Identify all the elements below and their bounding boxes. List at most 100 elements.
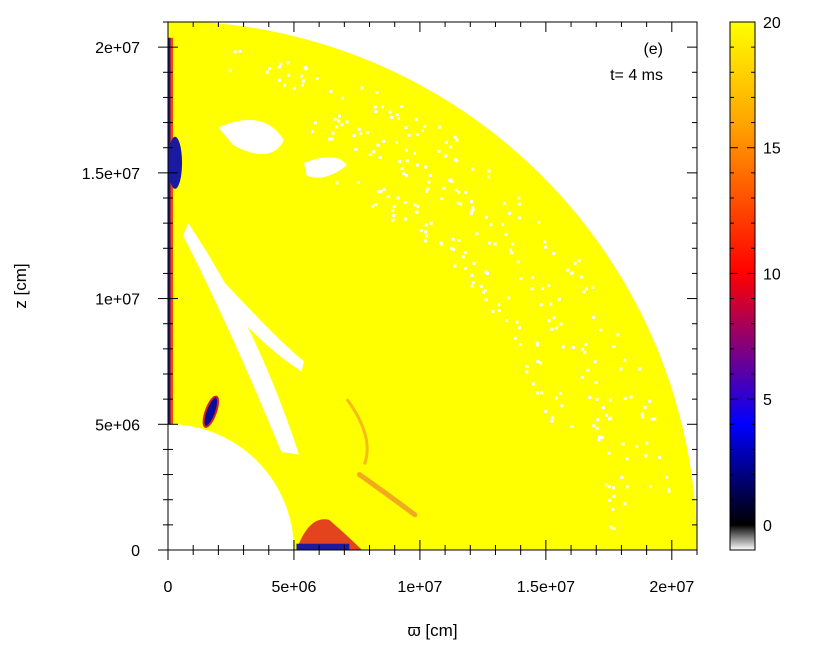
void-speck	[580, 375, 584, 379]
void-speck	[487, 175, 491, 179]
void-speck	[423, 239, 427, 243]
void-speck	[588, 396, 592, 400]
void-speck	[328, 137, 332, 141]
void-speck	[625, 485, 629, 489]
void-speck	[400, 104, 404, 108]
void-patch-upper	[218, 119, 284, 155]
x-tick-label: 1e+07	[397, 579, 442, 596]
void-speck	[404, 126, 408, 130]
void-speck	[653, 417, 657, 421]
void-speck	[337, 119, 341, 123]
void-speck	[453, 135, 457, 139]
void-speck	[532, 382, 536, 386]
colorbar-tick-label: 10	[763, 266, 781, 283]
void-speck	[428, 173, 432, 177]
void-speck	[608, 398, 612, 402]
void-speck	[619, 367, 623, 371]
void-speck	[608, 417, 612, 421]
inner-core	[168, 424, 294, 550]
void-speck	[451, 237, 455, 241]
void-speck	[374, 202, 378, 206]
void-speck	[283, 83, 287, 87]
x-axis-title: ϖ [cm]	[407, 621, 457, 640]
void-speck	[609, 525, 613, 529]
y-tick-label: 1e+07	[95, 292, 140, 309]
void-patch-mid	[304, 157, 347, 178]
void-speck	[519, 277, 523, 281]
void-speck	[544, 245, 548, 249]
void-speck	[371, 204, 375, 208]
void-speck	[485, 272, 489, 276]
void-speck	[421, 129, 425, 133]
void-speck	[518, 202, 522, 206]
void-specks	[228, 49, 671, 531]
void-speck	[392, 204, 396, 208]
void-speck	[412, 151, 416, 155]
void-speck	[552, 252, 556, 256]
orange-streak-upper	[345, 398, 369, 466]
void-speck	[386, 195, 390, 199]
void-speck	[595, 426, 599, 430]
void-speck	[415, 133, 419, 137]
void-speck	[313, 121, 317, 125]
void-speck	[391, 208, 395, 212]
y-tick-label: 1.5e+07	[82, 166, 140, 183]
void-speck	[238, 49, 242, 53]
void-speck	[454, 188, 458, 192]
void-speck	[444, 140, 448, 144]
y-tick-label: 0	[131, 543, 140, 560]
void-speck	[345, 120, 349, 124]
void-speck	[398, 159, 402, 163]
colorbar-tick-label: 15	[763, 141, 781, 158]
void-speck	[667, 487, 671, 491]
void-speck	[470, 273, 474, 277]
void-speck	[233, 50, 237, 54]
void-speck	[379, 190, 383, 194]
void-speck	[451, 247, 455, 251]
void-speck	[278, 78, 282, 82]
void-speck	[455, 138, 459, 142]
void-speck	[640, 415, 644, 419]
void-speck	[403, 200, 407, 204]
void-speck	[375, 91, 379, 95]
void-speck	[388, 110, 392, 114]
void-streak-1	[183, 223, 299, 455]
void-speck	[612, 344, 616, 348]
void-speck	[331, 131, 335, 135]
void-speck	[612, 494, 616, 498]
void-speck	[374, 109, 378, 113]
void-speck	[300, 74, 304, 78]
void-speck	[547, 319, 551, 323]
colorbar-tick-label: 5	[763, 392, 772, 409]
x-tick-label: 5e+06	[271, 579, 316, 596]
void-speck	[623, 396, 627, 400]
void-speck	[557, 297, 561, 301]
void-speck	[472, 261, 476, 265]
void-speck	[440, 242, 444, 246]
void-speck	[311, 129, 315, 133]
void-speck	[330, 137, 334, 141]
void-speck	[550, 327, 554, 331]
void-speck	[541, 287, 545, 291]
void-speck	[424, 234, 428, 238]
void-speck	[463, 250, 467, 254]
void-speck	[620, 475, 624, 479]
void-speck	[483, 289, 487, 293]
void-speck	[424, 189, 428, 193]
void-speck	[366, 131, 370, 135]
void-speck	[536, 343, 540, 347]
void-speck	[540, 391, 544, 395]
void-speck	[329, 89, 333, 93]
void-speck	[623, 358, 627, 362]
void-speck	[501, 223, 505, 227]
void-speck	[357, 127, 361, 131]
x-tick-label: 1.5e+07	[517, 579, 575, 596]
void-speck	[599, 328, 603, 332]
void-speck	[517, 326, 521, 330]
void-speck	[340, 96, 344, 100]
void-speck	[352, 134, 356, 138]
void-speck	[315, 77, 319, 81]
void-speck	[643, 406, 647, 410]
void-speck	[377, 190, 381, 194]
void-speck	[457, 238, 461, 242]
